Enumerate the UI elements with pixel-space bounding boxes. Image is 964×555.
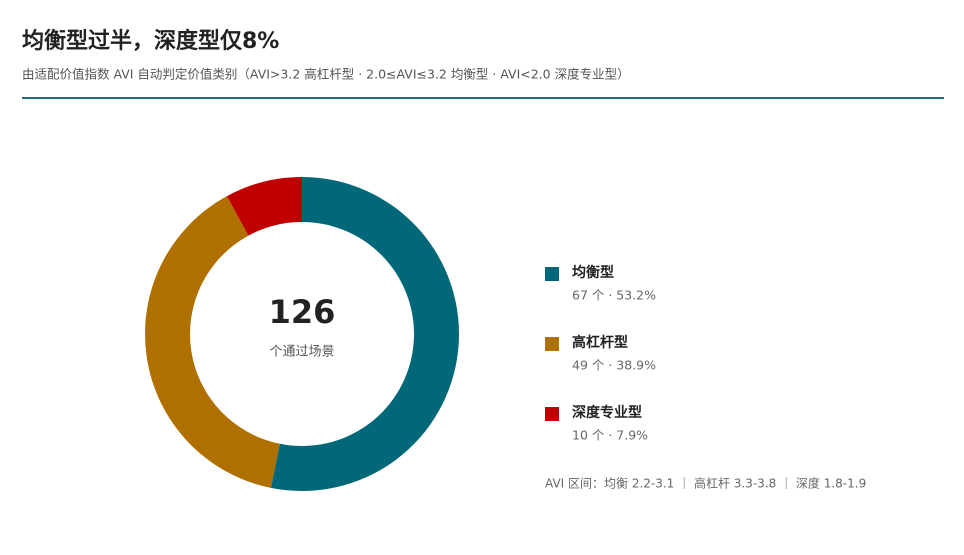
- chart-subtitle: 由适配价值指数 AVI 自动判定价值类别（AVI>3.2 高杠杆型 · 2.0≤…: [22, 67, 630, 82]
- legend-label: 高杠杆型: [572, 334, 628, 351]
- donut-segment: [270, 177, 459, 492]
- legend-label: 深度专业型: [572, 404, 642, 421]
- center-total: 126: [269, 293, 336, 331]
- legend-swatch: [545, 267, 559, 281]
- legend-label: 均衡型: [572, 264, 614, 281]
- donut-segment: [144, 196, 280, 488]
- note: AVI 区间：均衡 2.2-3.1 ｜ 高杠杆 3.3-3.8 ｜ 深度 1.8…: [545, 476, 866, 491]
- center-label: 个通过场景: [269, 345, 334, 360]
- chart-title: 均衡型过半，深度型仅8%: [22, 28, 279, 54]
- donut-segment: [226, 177, 302, 236]
- legend-value: 10 个 · 7.9%: [572, 428, 648, 443]
- legend-swatch: [545, 407, 559, 421]
- legend-value: 67 个 · 53.2%: [572, 288, 656, 303]
- legend-swatch: [545, 337, 559, 351]
- legend-value: 49 个 · 38.9%: [572, 358, 656, 373]
